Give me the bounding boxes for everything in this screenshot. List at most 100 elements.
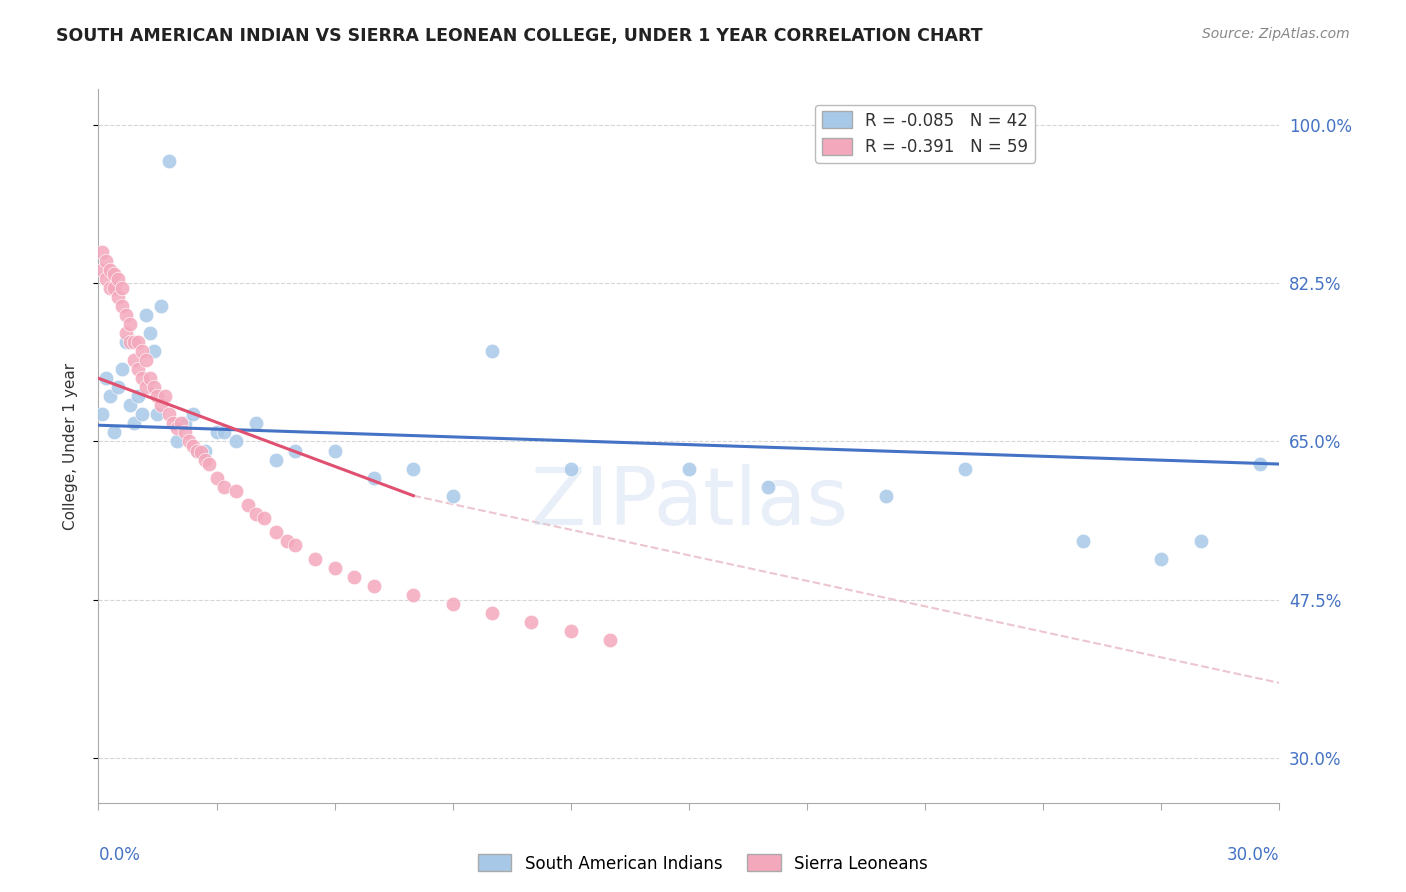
Point — [441, 597, 464, 611]
Point — [253, 511, 276, 525]
Point — [122, 335, 145, 350]
Point — [103, 268, 125, 282]
Point — [599, 633, 621, 648]
Point — [166, 421, 188, 435]
Point — [181, 439, 204, 453]
Point — [131, 344, 153, 359]
Point — [115, 308, 138, 322]
Point — [127, 389, 149, 403]
Point — [174, 417, 197, 431]
Legend: South American Indians, Sierra Leoneans: South American Indians, Sierra Leoneans — [471, 847, 935, 880]
Point — [1249, 457, 1271, 471]
Point — [481, 344, 503, 359]
Point — [96, 272, 118, 286]
Point — [118, 317, 141, 331]
Point — [214, 425, 236, 440]
Point — [756, 480, 779, 494]
Point — [481, 606, 503, 620]
Point — [135, 380, 157, 394]
Point — [142, 344, 165, 359]
Point — [402, 461, 425, 475]
Point — [205, 425, 228, 440]
Point — [127, 335, 149, 350]
Point — [194, 452, 217, 467]
Point — [157, 154, 180, 169]
Point — [1071, 533, 1094, 548]
Point — [107, 272, 129, 286]
Point — [98, 263, 121, 277]
Point — [225, 434, 247, 449]
Point — [441, 489, 464, 503]
Point — [214, 480, 236, 494]
Point — [181, 408, 204, 422]
Point — [107, 290, 129, 304]
Point — [186, 443, 208, 458]
Point — [91, 408, 114, 422]
Point — [205, 470, 228, 484]
Point — [245, 417, 267, 431]
Point — [560, 624, 582, 639]
Point — [875, 489, 897, 503]
Point — [363, 470, 385, 484]
Point — [276, 533, 298, 548]
Text: SOUTH AMERICAN INDIAN VS SIERRA LEONEAN COLLEGE, UNDER 1 YEAR CORRELATION CHART: SOUTH AMERICAN INDIAN VS SIERRA LEONEAN … — [56, 27, 983, 45]
Point — [323, 443, 346, 458]
Point — [186, 443, 208, 458]
Y-axis label: College, Under 1 year: College, Under 1 year — [63, 362, 77, 530]
Point — [142, 380, 165, 394]
Point — [118, 335, 141, 350]
Point — [323, 561, 346, 575]
Point — [190, 445, 212, 459]
Text: 0.0%: 0.0% — [98, 846, 141, 863]
Point — [150, 398, 173, 412]
Point — [115, 326, 138, 340]
Point — [122, 417, 145, 431]
Point — [111, 281, 134, 295]
Point — [103, 425, 125, 440]
Point — [402, 588, 425, 602]
Point — [98, 281, 121, 295]
Text: 30.0%: 30.0% — [1227, 846, 1279, 863]
Point — [118, 398, 141, 412]
Point — [131, 408, 153, 422]
Point — [157, 408, 180, 422]
Point — [91, 244, 114, 259]
Point — [174, 425, 197, 440]
Point — [284, 443, 307, 458]
Point — [150, 299, 173, 313]
Point — [678, 461, 700, 475]
Point — [111, 299, 134, 313]
Point — [122, 353, 145, 368]
Point — [146, 389, 169, 403]
Point — [194, 443, 217, 458]
Point — [177, 434, 200, 449]
Point — [343, 570, 366, 584]
Text: Source: ZipAtlas.com: Source: ZipAtlas.com — [1202, 27, 1350, 41]
Point — [127, 362, 149, 376]
Point — [96, 371, 118, 385]
Point — [197, 457, 219, 471]
Point — [166, 434, 188, 449]
Point — [138, 371, 160, 385]
Point — [520, 615, 543, 629]
Point — [162, 417, 184, 431]
Point — [138, 326, 160, 340]
Point — [135, 353, 157, 368]
Point — [1150, 552, 1173, 566]
Point — [1189, 533, 1212, 548]
Point — [363, 579, 385, 593]
Point — [170, 417, 193, 431]
Point — [146, 408, 169, 422]
Point — [284, 538, 307, 552]
Point — [98, 389, 121, 403]
Point — [111, 362, 134, 376]
Point — [560, 461, 582, 475]
Point — [304, 552, 326, 566]
Point — [135, 308, 157, 322]
Point — [91, 263, 114, 277]
Point — [225, 484, 247, 499]
Point — [155, 389, 177, 403]
Point — [131, 371, 153, 385]
Point — [107, 380, 129, 394]
Point — [264, 524, 287, 539]
